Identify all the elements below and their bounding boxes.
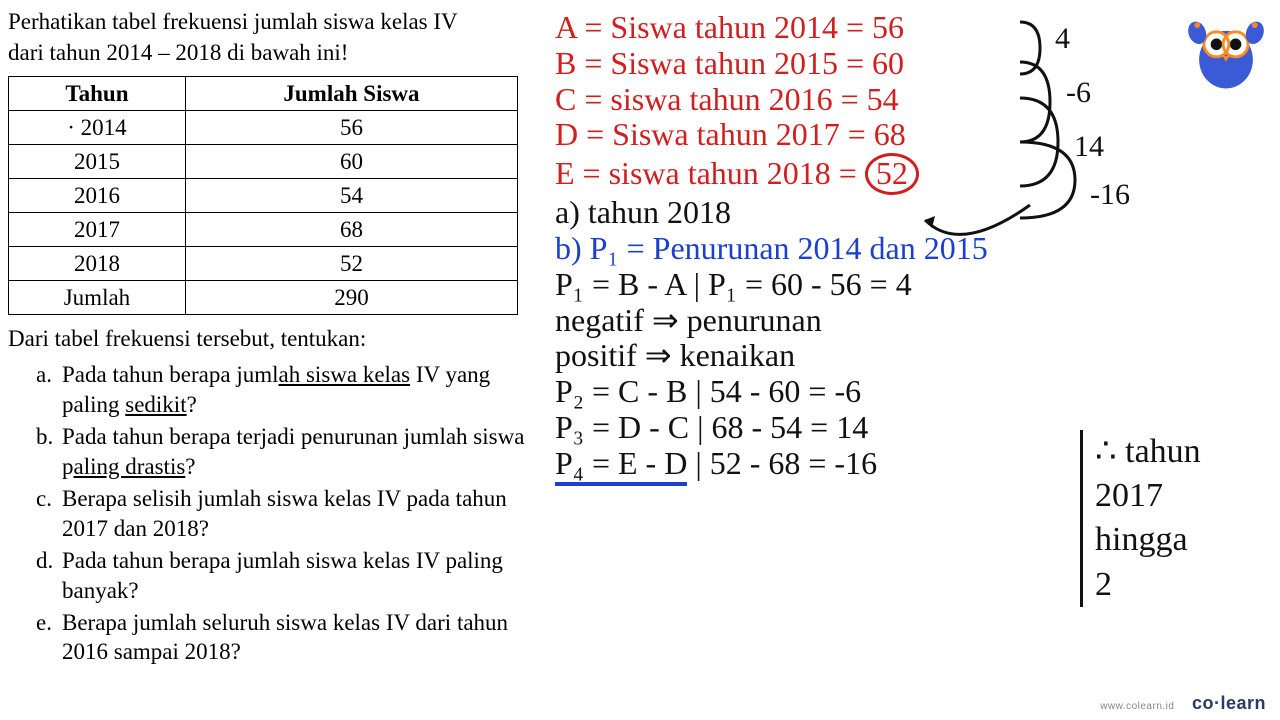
question-b: b. Pada tahun berapa terjadi penurunan j…	[36, 422, 538, 482]
footer-brand: www.colearn.id co·learn	[1100, 693, 1266, 714]
question-a: a. Pada tahun berapa jumlah siswa kelas …	[36, 360, 538, 420]
footer-logo-text: co·learn	[1192, 693, 1266, 713]
pos-line: positif ⇒ kenaikan	[555, 338, 1275, 374]
frequency-table: Tahun Jumlah Siswa · 201456 201560 20165…	[8, 76, 518, 315]
diff-1: 4	[1055, 24, 1070, 54]
table-row: 201560	[9, 145, 518, 179]
p2-line: P₂ = C - B | 54 - 60 = -6	[555, 374, 1275, 410]
side-answer: ∴ tahun 2017 hingga 2	[1080, 430, 1201, 607]
table-row: Jumlah290	[9, 281, 518, 315]
p1-line: P₁ = B - A | P₁ = 60 - 56 = 4	[555, 267, 1275, 303]
mascot-owl-icon	[1178, 4, 1274, 100]
p4-underlined: P₄ = E - D	[555, 446, 687, 486]
answer-b-title: b) P₁ = Penurunan 2014 dan 2015	[555, 231, 1275, 267]
table-row: 201768	[9, 213, 518, 247]
diff-3: 14	[1074, 132, 1104, 162]
diff-4: -16	[1090, 180, 1130, 210]
circled-value: 52	[865, 153, 919, 195]
table-row: 201654	[9, 179, 518, 213]
diff-2: -6	[1066, 78, 1091, 108]
footer-url: www.colearn.id	[1100, 701, 1174, 712]
neg-line: negatif ⇒ penurunan	[555, 303, 1275, 339]
problem-panel: Perhatikan tabel frekuensi jumlah siswa …	[8, 6, 538, 669]
question-e: e.Berapa jumlah seluruh siswa kelas IV d…	[36, 608, 538, 668]
table-row: · 201456	[9, 111, 518, 145]
intro-line-1: Perhatikan tabel frekuensi jumlah siswa …	[8, 9, 458, 34]
intro-line-2: dari tahun 2014 – 2018 di bawah ini!	[8, 40, 348, 65]
sub-intro: Dari tabel frekuensi tersebut, tentukan:	[8, 323, 538, 354]
arrow-icon	[920, 200, 1040, 260]
question-list: a. Pada tahun berapa jumlah siswa kelas …	[8, 360, 538, 667]
table-row: 201852	[9, 247, 518, 281]
problem-intro: Perhatikan tabel frekuensi jumlah siswa …	[8, 6, 538, 68]
col-year: Tahun	[9, 77, 186, 111]
table-header-row: Tahun Jumlah Siswa	[9, 77, 518, 111]
question-d: d.Pada tahun berapa jumlah siswa kelas I…	[36, 546, 538, 606]
question-c: c.Berapa selisih jumlah siswa kelas IV p…	[36, 484, 538, 544]
col-count: Jumlah Siswa	[185, 77, 517, 111]
